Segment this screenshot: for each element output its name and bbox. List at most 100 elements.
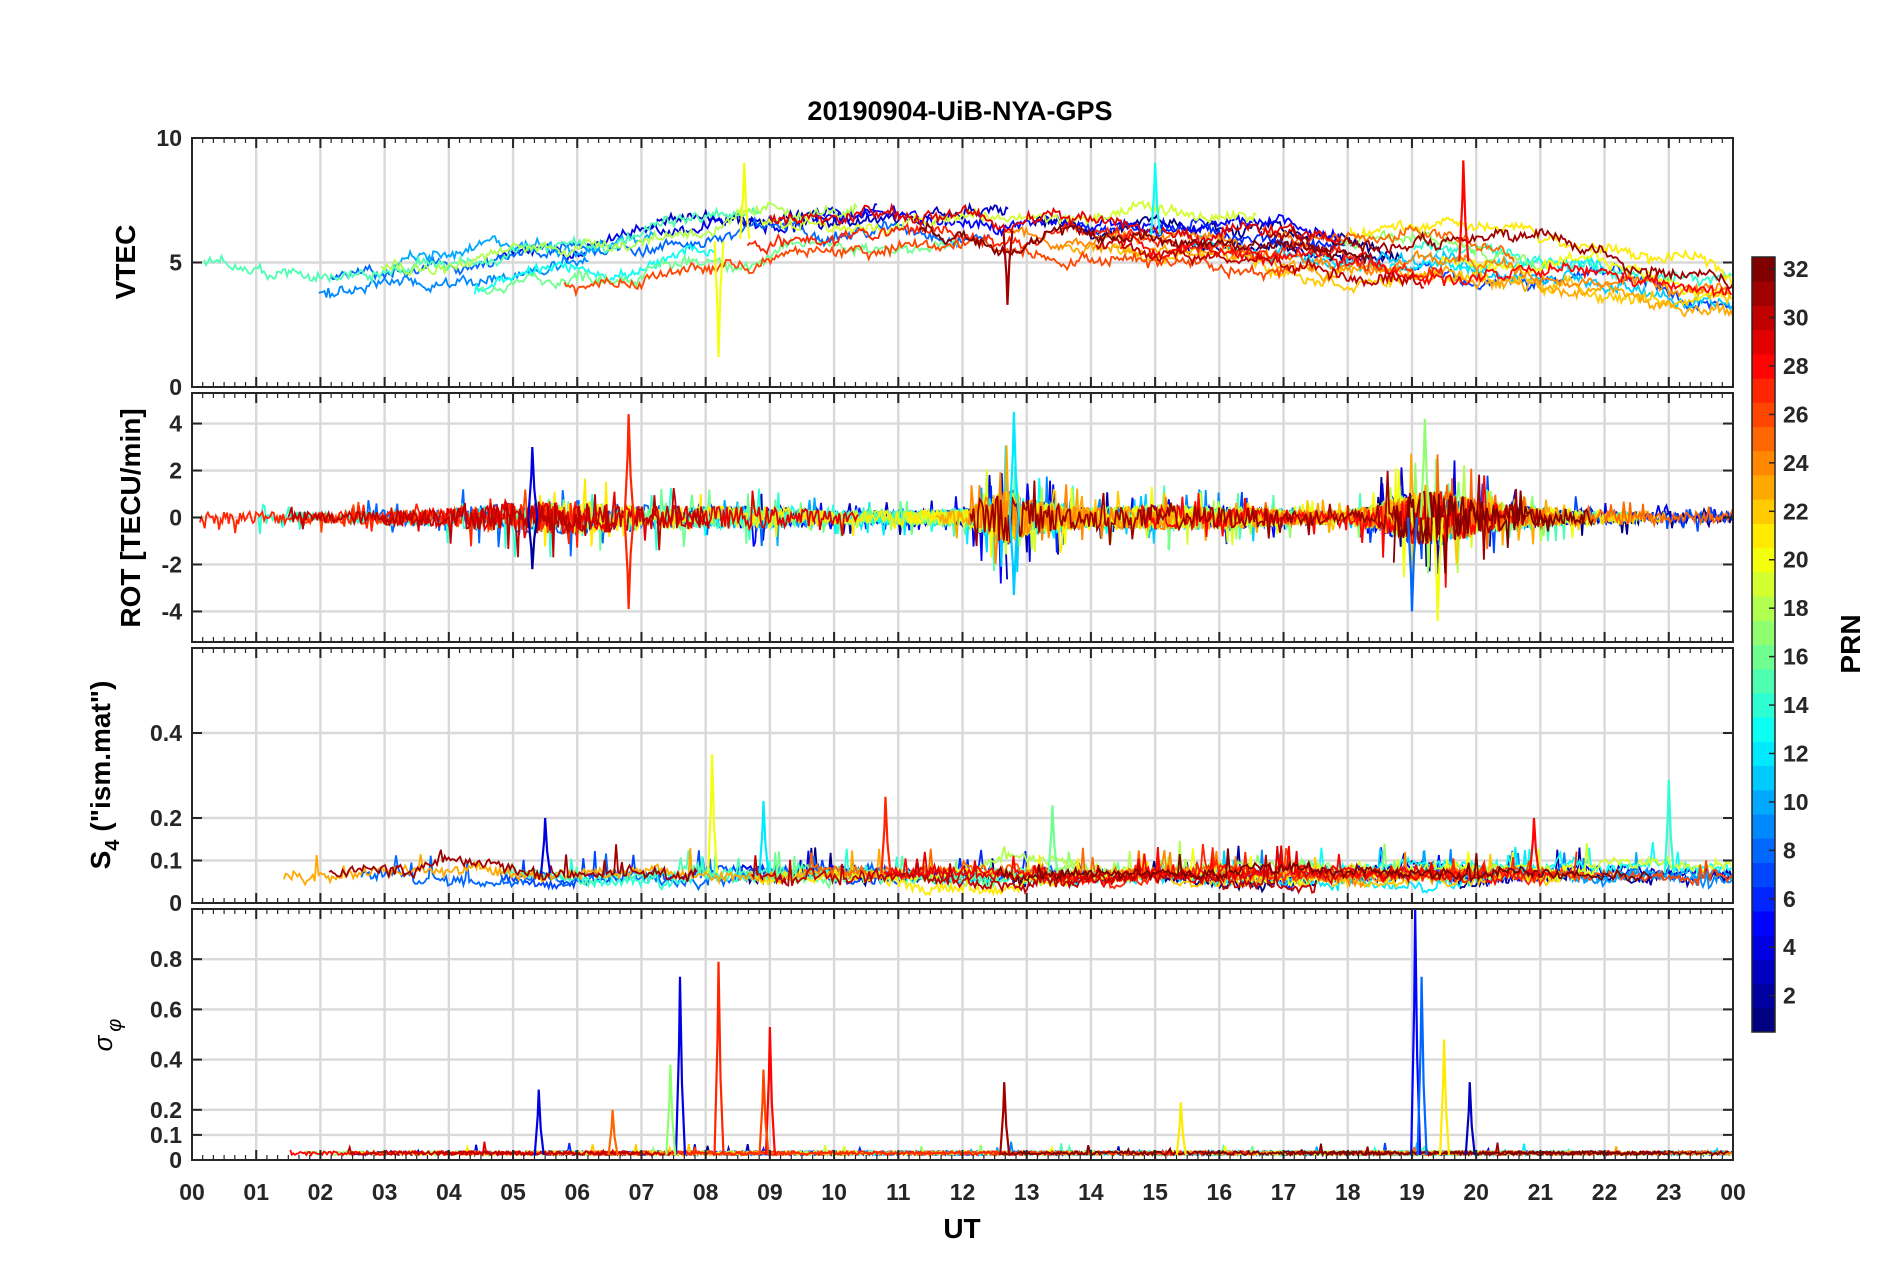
y-tick-label: 5 — [169, 250, 182, 276]
x-tick-label: 08 — [693, 1179, 719, 1205]
x-tick-label: 21 — [1528, 1179, 1554, 1205]
peak-mark — [739, 162, 751, 239]
peak-mark — [1416, 976, 1428, 1156]
prn-trace — [318, 255, 589, 300]
peak-mark — [1663, 779, 1675, 874]
prn-trace — [918, 220, 1374, 265]
x-tick-label: 09 — [757, 1179, 783, 1205]
y-tick-label: 0 — [169, 1147, 182, 1173]
prn-trace — [1392, 490, 1594, 574]
colorbar-tick-label: 18 — [1783, 595, 1809, 621]
x-axis: 00 01 02 03 04 05 06 07 08 09 10 11 12 13 14 15 16 17 18 19… — [179, 1179, 1746, 1244]
prn-trace — [473, 243, 716, 295]
x-tick-label: 15 — [1142, 1179, 1168, 1205]
colorbar-swatch — [1752, 862, 1775, 888]
prn-trace — [885, 845, 1452, 886]
y-tick-label: -4 — [162, 598, 183, 624]
y-tick-label: 0.8 — [150, 946, 182, 972]
peak-mark — [1464, 1082, 1476, 1156]
peak-mark — [527, 446, 539, 518]
prn-trace — [328, 844, 698, 883]
colorbar-label: PRN — [1835, 614, 1866, 673]
peak-mark — [1175, 1102, 1187, 1156]
y-tick-label: 0.4 — [150, 720, 182, 746]
x-tick-label: 07 — [629, 1179, 655, 1205]
colorbar-swatch — [1752, 959, 1775, 985]
panel-sigma-phi-ylabel-main: σ — [88, 1034, 118, 1051]
colorbar-swatch — [1752, 983, 1775, 1009]
colorbar-tick-label: 4 — [1783, 934, 1796, 960]
y-tick-label: 0 — [169, 890, 182, 916]
colorbar-swatch — [1752, 329, 1775, 355]
peak-mark — [607, 1109, 619, 1156]
prn-trace — [1438, 249, 1733, 302]
panel-sigma-phi: 00.10.2 0.4 0.6 0.8 σφ — [88, 908, 1734, 1173]
colorbar-swatch — [1752, 523, 1775, 549]
peak-mark — [758, 800, 770, 874]
x-tick-label: 00 — [1720, 1179, 1746, 1205]
prn-trace — [969, 470, 1552, 560]
y-tick-label: 0.1 — [150, 848, 182, 874]
peak-mark — [1528, 817, 1541, 874]
peak-mark — [540, 817, 552, 874]
colorbar-swatch — [1752, 305, 1775, 331]
colorbar-tick-label: 12 — [1783, 740, 1809, 766]
x-tick-label: 13 — [1014, 1179, 1040, 1205]
colorbar-tick-label: 14 — [1783, 692, 1809, 718]
y-tick-label: 0.6 — [150, 996, 182, 1022]
y-tick-label: 0 — [169, 505, 182, 531]
x-tick-label: 18 — [1335, 1179, 1361, 1205]
colorbar-tick-label: 6 — [1783, 886, 1796, 912]
colorbar-swatch — [1752, 668, 1775, 694]
colorbar-swatch — [1752, 596, 1775, 621]
y-tick-label: 0.1 — [150, 1122, 182, 1148]
prn-trace — [1349, 216, 1733, 286]
colorbar-swatch — [1752, 838, 1775, 863]
peak-mark — [713, 241, 725, 358]
chart-title: 20190904-UiB-NYA-GPS — [807, 96, 1112, 126]
prn-trace — [1167, 458, 1620, 574]
panel-s4-ylabel-sub: 4 — [102, 839, 124, 851]
colorbar-swatch — [1752, 402, 1775, 428]
colorbar-tick-label: 32 — [1783, 256, 1809, 282]
colorbar-swatch — [1752, 692, 1775, 718]
peak-mark — [665, 1064, 677, 1156]
prn-trace — [769, 202, 1342, 245]
panel-s4-lines — [283, 754, 1734, 897]
x-tick-label: 19 — [1399, 1179, 1425, 1205]
panel-vtec-lines — [203, 160, 1734, 358]
prn-trace — [478, 236, 959, 295]
peak-mark — [533, 1089, 545, 1156]
peak-mark — [1438, 1039, 1451, 1156]
prn-trace — [1189, 234, 1734, 311]
x-tick-label: 17 — [1271, 1179, 1297, 1205]
panel-sigma-phi-ticks: 00.10.2 0.4 0.6 0.8 — [150, 909, 1734, 1173]
colorbar-swatch — [1752, 474, 1775, 500]
colorbar-tick-label: 26 — [1783, 401, 1809, 427]
x-tick-label: 23 — [1656, 1179, 1682, 1205]
x-tick-label: 02 — [308, 1179, 334, 1205]
prn-trace — [750, 854, 1317, 895]
colorbar-tick-label: 22 — [1783, 498, 1809, 524]
peak-mark — [1458, 160, 1470, 262]
panel-sigma-phi-ylabel-sub: φ — [104, 1019, 126, 1032]
prn-trace — [563, 236, 1299, 298]
colorbar-swatch — [1752, 571, 1775, 597]
colorbar-swatch — [1752, 789, 1775, 815]
peak-mark — [527, 517, 539, 570]
peak-mark — [674, 976, 687, 1156]
y-tick-label: 0.2 — [150, 805, 182, 831]
prn-trace — [647, 201, 1009, 231]
colorbar-swatch — [1752, 935, 1775, 960]
prn-trace — [203, 206, 760, 285]
colorbar-tick-label: 30 — [1783, 305, 1809, 331]
prn-trace — [1119, 231, 1732, 298]
colorbar-swatch — [1752, 499, 1775, 524]
panel-rot-ylabel: ROT [TECU/min] — [115, 408, 146, 627]
x-tick-label: 16 — [1207, 1179, 1233, 1205]
peak-mark — [623, 414, 635, 518]
prn-trace — [1210, 847, 1734, 887]
panel-sigma-phi-grid — [192, 909, 1733, 1160]
